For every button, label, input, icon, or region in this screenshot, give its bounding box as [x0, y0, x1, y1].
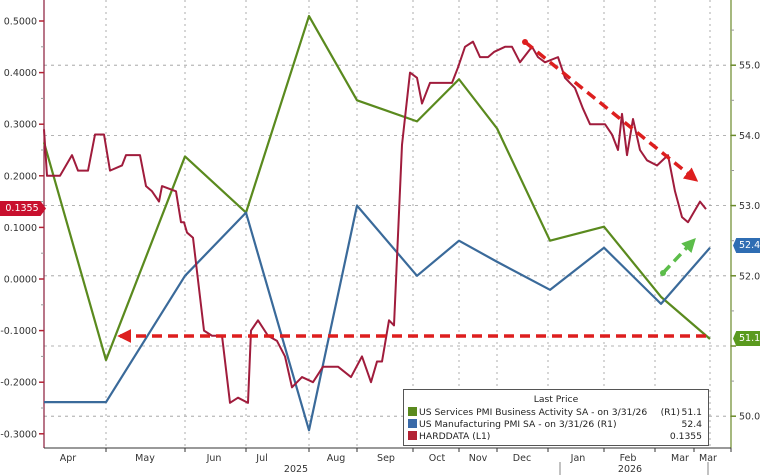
- manufacturing-swatch-icon: [408, 419, 417, 428]
- svg-text:0.2000: 0.2000: [4, 171, 37, 182]
- svg-text:2025: 2025: [284, 464, 308, 475]
- legend-value: 52.4: [681, 419, 702, 430]
- svg-text:Aug: Aug: [327, 453, 346, 464]
- legend-axis-tag: (R1): [660, 407, 680, 418]
- manufacturing-last-badge: 52.4: [733, 238, 760, 253]
- legend-row-manufacturing: US Manufacturing PMI SA - on 3/31/26 (R1…: [408, 419, 704, 431]
- legend-label: US Manufacturing PMI SA - on 3/31/26 (R1…: [419, 419, 617, 430]
- svg-text:0.0000: 0.0000: [4, 275, 37, 286]
- series-lines: [42, 14, 711, 432]
- legend: Last Price US Services PMI Business Acti…: [403, 389, 709, 446]
- legend-title: Last Price: [533, 394, 579, 405]
- svg-text:Jul: Jul: [255, 453, 267, 464]
- services-swatch-icon: [408, 407, 417, 416]
- svg-text:-0.3000: -0.3000: [0, 429, 37, 440]
- svg-text:Sep: Sep: [377, 453, 395, 464]
- legend-label: HARDDATA (L1): [419, 431, 491, 442]
- svg-text:0.4000: 0.4000: [4, 68, 37, 79]
- svg-text:55.0: 55.0: [739, 61, 760, 72]
- svg-text:0.3000: 0.3000: [4, 120, 37, 131]
- svg-text:0.5000: 0.5000: [4, 17, 37, 28]
- svg-text:50.0: 50.0: [739, 412, 760, 423]
- svg-text:Jan: Jan: [570, 453, 586, 464]
- svg-text:May: May: [135, 453, 155, 464]
- legend-row-services: US Services PMI Business Activity SA - o…: [408, 407, 704, 419]
- legend-value: 0.1355: [669, 431, 702, 442]
- legend-row-harddata: HARDDATA (L1) 0.1355: [408, 431, 704, 443]
- svg-text:54.0: 54.0: [739, 131, 760, 142]
- svg-text:Jun: Jun: [206, 453, 222, 464]
- svg-text:2026: 2026: [618, 464, 642, 475]
- annotation-arrows: [117, 39, 706, 343]
- svg-text:53.0: 53.0: [739, 201, 760, 212]
- svg-text:Apr: Apr: [60, 453, 77, 464]
- harddata-swatch-icon: [408, 431, 417, 440]
- svg-text:52.0: 52.0: [739, 271, 760, 282]
- svg-text:Nov: Nov: [469, 453, 488, 464]
- svg-text:-0.2000: -0.2000: [0, 378, 37, 389]
- harddata-last-badge: 0.1355: [0, 201, 46, 216]
- legend-value: 51.1: [681, 407, 702, 418]
- svg-text:Feb: Feb: [620, 453, 637, 464]
- services-last-badge: 51.1: [733, 331, 760, 346]
- svg-text:Mar: Mar: [671, 453, 689, 464]
- gridlines: [44, 0, 731, 448]
- svg-text:Dec: Dec: [513, 453, 531, 464]
- svg-text:0.1000: 0.1000: [4, 223, 37, 234]
- svg-text:Mar: Mar: [699, 453, 717, 464]
- legend-label: US Services PMI Business Activity SA - o…: [419, 407, 648, 418]
- svg-text:-0.1000: -0.1000: [0, 326, 37, 337]
- svg-text:Oct: Oct: [429, 453, 446, 464]
